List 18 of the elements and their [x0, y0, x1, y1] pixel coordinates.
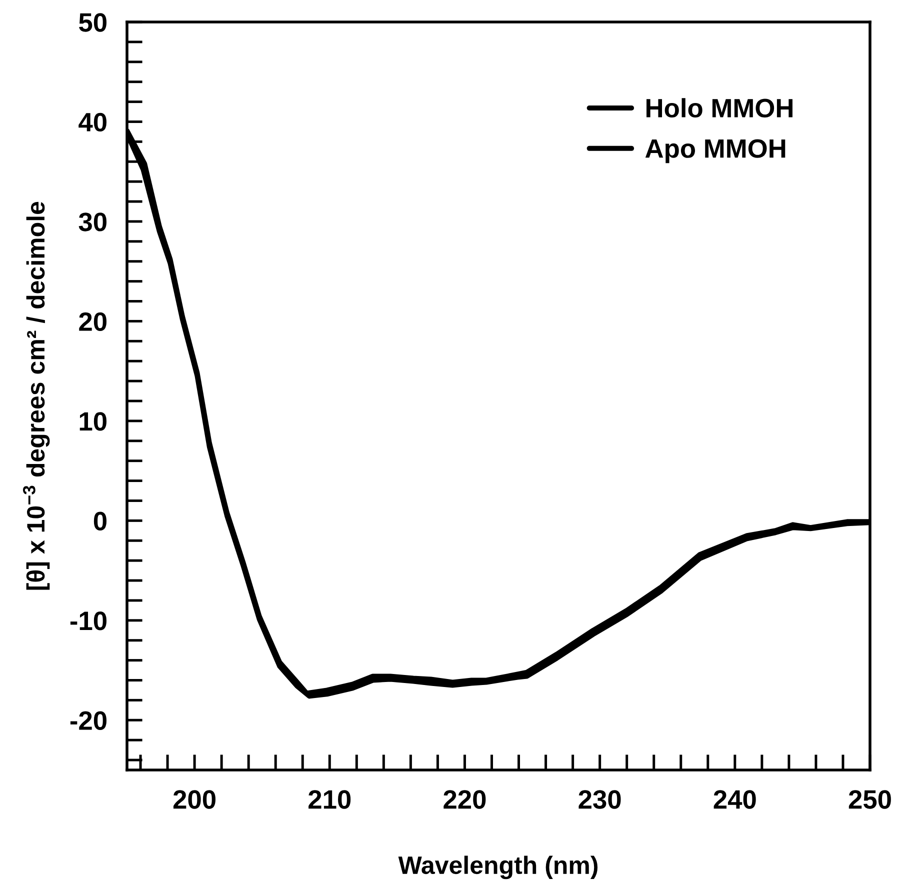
y-tick-label: -20 — [70, 711, 106, 730]
y-tick-label: 10 — [80, 412, 106, 431]
x-tick-label: 200 — [173, 790, 216, 809]
x-tick-label: 210 — [308, 790, 351, 809]
y-tick-label: -10 — [70, 612, 106, 630]
legend-label: Apo MMOH — [645, 139, 786, 164]
y-tick-label: 50 — [79, 13, 106, 32]
x-axis-title: Wavelength (nm) — [398, 856, 598, 880]
y-tick-label: 30 — [78, 212, 106, 232]
x-tick-label: 250 — [848, 790, 891, 809]
x-tick-label: 230 — [578, 790, 621, 809]
y-tick-label: 20 — [79, 312, 106, 332]
x-tick-label: 240 — [714, 790, 756, 809]
legend-label: Holo MMOH — [646, 98, 792, 118]
y-tick-label: 40 — [78, 112, 106, 132]
y-tick-label: 0 — [94, 512, 106, 530]
y-axis-title: [θ] x 10$^{−3}$ degrees cm² / decimole — [22, 202, 50, 590]
x-tick-label: 220 — [444, 790, 486, 809]
